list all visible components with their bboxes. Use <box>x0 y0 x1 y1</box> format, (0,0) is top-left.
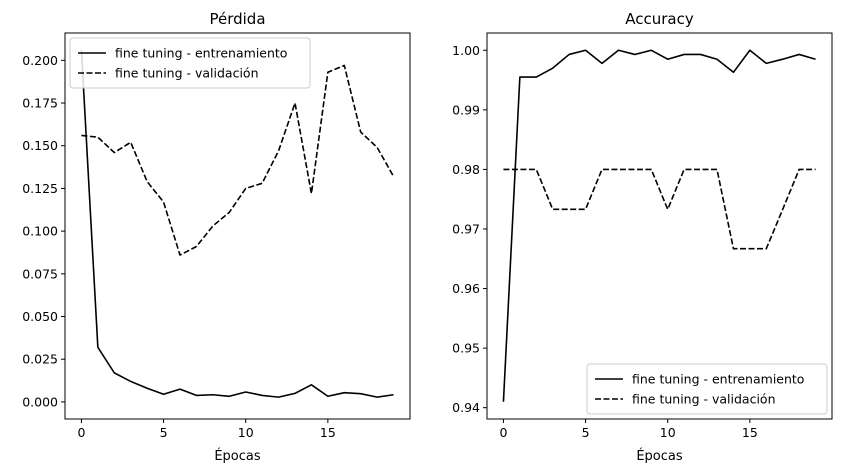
legend-label: fine tuning - entrenamiento <box>115 46 287 61</box>
x-tick-label: 0 <box>499 425 507 440</box>
y-tick-label: 0.97 <box>452 221 480 236</box>
y-tick-label: 0.96 <box>452 281 480 296</box>
series-line-validacion <box>81 64 395 256</box>
x-axis-label: Épocas <box>214 448 261 464</box>
plot-frame <box>486 32 833 420</box>
x-tick-label: 15 <box>320 425 336 440</box>
y-tick-label: 1.00 <box>452 43 480 58</box>
x-tick-label: 0 <box>77 425 85 440</box>
y-tick-label: 0.150 <box>22 138 58 153</box>
legend-box <box>586 363 828 415</box>
y-tick-label: 0.050 <box>22 309 58 324</box>
x-tick-label: 10 <box>660 425 676 440</box>
chart-title: Pérdida <box>209 10 265 28</box>
legend: fine tuning - entrenamiento fine tuning -… <box>586 363 828 415</box>
legend-box <box>69 37 311 89</box>
y-tick-label: 0.99 <box>452 102 480 117</box>
y-tick-label: 0.200 <box>22 53 58 68</box>
chart-panel-1: Pérdida 0 5 10 15 0.000 0.025 0.050 0.075 0.100 0.… <box>22 10 411 464</box>
y-tick-label: 0.98 <box>452 162 480 177</box>
x-tick-label: 5 <box>160 425 168 440</box>
x-tick-label: 15 <box>742 425 758 440</box>
chart-panel-2: Accuracy 0 5 10 15 0.94 0.95 0.96 0.97 0.98 0.99 1.… <box>452 10 833 464</box>
series-line-entrenamiento <box>80 50 394 398</box>
y-tick-label: 0.95 <box>452 341 480 356</box>
x-tick-label: 10 <box>238 425 254 440</box>
y-tick-label: 0.025 <box>22 352 58 367</box>
plot-frame <box>64 32 411 420</box>
y-tick-label: 0.175 <box>22 96 58 111</box>
chart-title: Accuracy <box>625 10 694 28</box>
y-tick-label: 0.075 <box>22 266 58 281</box>
y-tick-label: 0.100 <box>22 224 58 239</box>
y-tick-label: 0.94 <box>452 400 480 415</box>
y-tick-label: 0.000 <box>22 394 58 409</box>
legend: fine tuning - entrenamiento fine tuning -… <box>69 37 311 89</box>
series-line-entrenamiento <box>502 49 816 402</box>
series-line-validacion <box>503 168 816 250</box>
y-tick-label: 0.125 <box>22 181 58 196</box>
x-axis-label: Épocas <box>636 448 683 464</box>
x-tick-label: 5 <box>582 425 590 440</box>
legend-label: fine tuning - validación <box>632 392 776 407</box>
legend-label: fine tuning - entrenamiento <box>632 372 804 387</box>
legend-label: fine tuning - validación <box>115 66 259 81</box>
